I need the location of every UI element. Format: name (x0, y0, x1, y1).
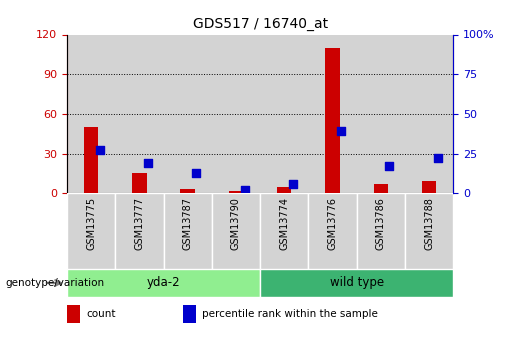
Bar (260, 193, 308, 269)
Text: GSM13777: GSM13777 (134, 197, 144, 250)
Bar (405, 34, 453, 193)
Point (96, 148, 104, 153)
Bar (405, 193, 453, 269)
Bar (163, 34, 212, 193)
Bar (132, 173, 147, 193)
Bar (67, 34, 115, 193)
Text: count: count (87, 309, 116, 319)
Title: GDS517 / 16740_at: GDS517 / 16740_at (193, 17, 328, 31)
Text: wild type: wild type (330, 276, 384, 289)
Text: GSM13775: GSM13775 (86, 197, 96, 250)
Point (241, 187, 249, 193)
Text: GSM13788: GSM13788 (424, 197, 434, 250)
Text: GSM13776: GSM13776 (328, 197, 337, 250)
Bar (183, 305, 196, 323)
Text: GSM13787: GSM13787 (183, 197, 193, 250)
Bar (115, 193, 163, 269)
Text: GSM13790: GSM13790 (231, 197, 241, 250)
Bar (277, 187, 291, 193)
Bar (373, 184, 388, 193)
Bar (356, 193, 405, 269)
Point (434, 156, 442, 161)
Text: percentile rank within the sample: percentile rank within the sample (202, 309, 378, 319)
Text: yda-2: yda-2 (147, 276, 180, 289)
Bar (422, 181, 436, 193)
Bar (308, 34, 356, 193)
Bar (212, 193, 260, 269)
Text: genotype/variation: genotype/variation (5, 278, 104, 288)
Point (337, 129, 345, 134)
Bar (212, 34, 260, 193)
Text: GSM13774: GSM13774 (279, 197, 289, 250)
Bar (229, 190, 243, 193)
Point (192, 170, 200, 175)
Bar (260, 269, 453, 297)
Bar (67, 305, 80, 323)
Point (385, 164, 393, 169)
Text: GSM13786: GSM13786 (376, 197, 386, 250)
Bar (84, 127, 98, 193)
Bar (67, 193, 115, 269)
Bar (115, 34, 163, 193)
Bar (180, 189, 195, 193)
Bar (163, 193, 212, 269)
Point (144, 160, 152, 166)
Point (289, 181, 297, 186)
Bar (308, 193, 356, 269)
Bar (325, 48, 340, 193)
Bar (356, 34, 405, 193)
Bar (67, 269, 260, 297)
Bar (260, 34, 308, 193)
